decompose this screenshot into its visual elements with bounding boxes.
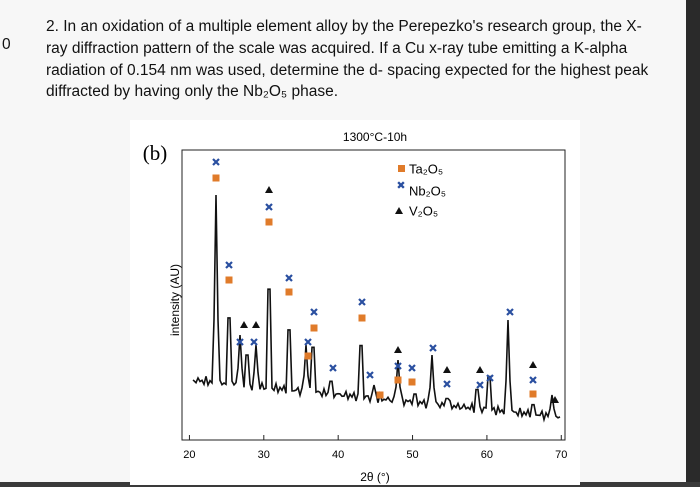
marker-square [358,314,366,322]
x-tick-label: 60 [481,449,493,461]
marker-cross [225,261,233,269]
right-edge [686,0,700,487]
marker-cross [529,376,537,384]
margin-fragment: 0 [2,36,11,53]
x-tick-label: 40 [332,449,344,461]
marker-cross [429,344,437,352]
marker-square [529,390,537,398]
marker-cross [310,308,318,316]
marker-triangle [443,366,451,373]
marker-triangle [265,186,273,193]
plot-frame [181,149,566,441]
marker-cross [358,298,366,306]
legend-triangle [395,207,403,214]
legend-label: V₂O₅ [409,203,438,218]
legend-cross: ✖ [396,180,405,192]
marker-cross [304,338,312,346]
question-line: diffracted by having only the Nb₂O₅ phas… [46,83,338,100]
marker-triangle [394,346,402,353]
marker-cross [486,374,494,382]
marker-triangle [476,366,484,373]
diffraction-trace [192,194,561,423]
marker-cross [506,308,514,316]
x-tick-label: 30 [258,449,270,461]
marker-triangle [551,396,559,403]
legend-label: Ta₂O₅ [409,161,443,176]
marker-cross [394,362,402,370]
marker-square [310,324,318,332]
marker-triangle [240,321,248,328]
y-axis-label: intensity (AU) [168,264,182,336]
marker-cross [250,338,258,346]
marker-square [304,352,312,360]
marker-triangle [252,321,260,328]
question-line: radiation of 0.154 nm was used, determin… [46,62,649,79]
marker-square [376,391,384,399]
marker-cross [285,274,293,282]
marker-square [212,174,220,182]
figure-title: 1300°C-10h [343,130,407,144]
marker-square [265,218,273,226]
marker-triangle [529,361,537,368]
marker-square [225,276,233,284]
marker-square [394,376,402,384]
x-tick-label: 20 [183,449,195,461]
panel-label: (b) [143,141,168,165]
marker-cross [236,338,244,346]
x-tick-label: 50 [406,449,418,461]
question-line: 2. In an oxidation of a multiple element… [46,18,642,35]
legend-label: Nb₂O₅ [409,183,446,198]
marker-cross [329,364,337,372]
marker-cross [476,381,484,389]
legend-square [398,165,405,172]
question-line: ray diffraction pattern of the scale was… [46,40,628,57]
marker-square [408,378,416,386]
marker-cross [265,203,273,211]
x-axis-label: 2θ (°) [360,470,389,484]
x-tick-label: 70 [555,449,567,461]
marker-cross [408,364,416,372]
marker-cross [443,380,451,388]
marker-square [285,288,293,296]
figure-area [130,120,580,485]
marker-cross [366,371,374,379]
marker-cross [212,158,220,166]
